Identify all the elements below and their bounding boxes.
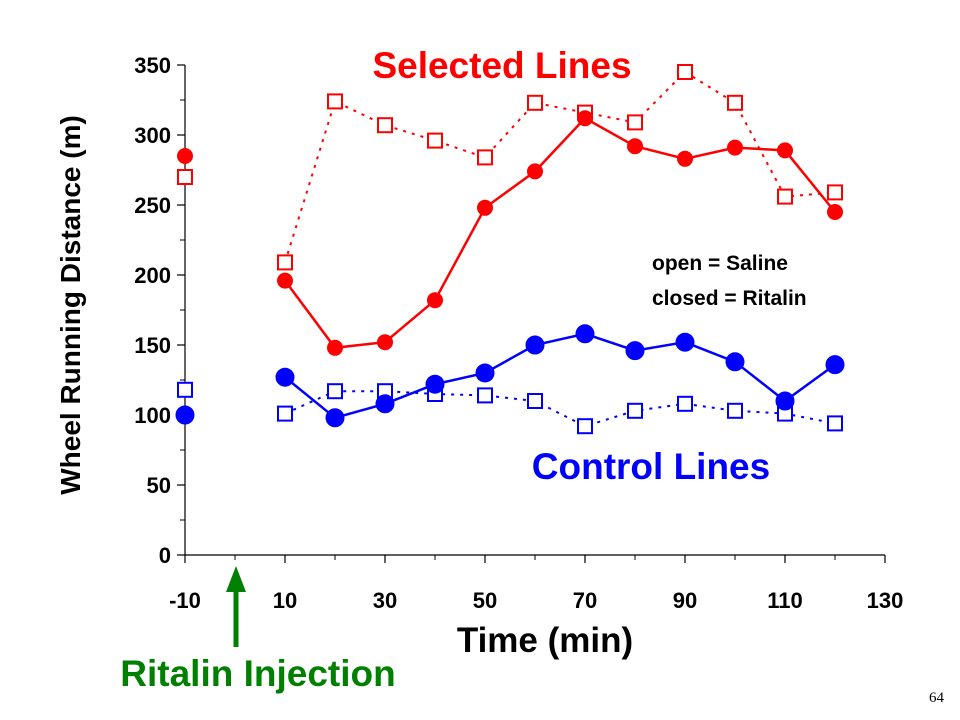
axes: 0 50 100 150 200 250 300 350 -10 10 30 50 70 90 110 130 bbox=[134, 53, 903, 613]
data-point bbox=[775, 391, 795, 411]
y-tick-label: 350 bbox=[134, 53, 171, 78]
data-point bbox=[477, 149, 493, 166]
data-point bbox=[427, 292, 443, 309]
data-point bbox=[527, 393, 543, 409]
data-point bbox=[527, 94, 543, 111]
data-point bbox=[827, 184, 843, 201]
legend-saline: open = Saline bbox=[652, 252, 788, 275]
selected-lines-label: Selected Lines bbox=[372, 45, 631, 86]
data-point bbox=[525, 335, 545, 355]
legend-ritalin: closed = Ritalin bbox=[652, 287, 807, 310]
data-point bbox=[627, 138, 643, 155]
data-point bbox=[425, 374, 445, 394]
data-point bbox=[177, 169, 193, 185]
data-point bbox=[375, 394, 395, 414]
data-point bbox=[177, 381, 193, 398]
data-point bbox=[477, 387, 493, 404]
data-point bbox=[475, 363, 495, 383]
series-control-ritalin bbox=[175, 324, 845, 428]
x-tick-label: 10 bbox=[273, 588, 297, 613]
data-point bbox=[777, 188, 793, 205]
data-point bbox=[377, 334, 393, 351]
data-point bbox=[277, 272, 293, 289]
x-tick-label: 130 bbox=[867, 588, 904, 613]
data-point bbox=[327, 339, 343, 356]
series-control-saline bbox=[177, 381, 843, 435]
data-point bbox=[427, 132, 443, 149]
x-tick-label: 110 bbox=[767, 588, 803, 613]
data-point bbox=[325, 408, 345, 428]
injection-marker: Ritalin Injection bbox=[120, 566, 396, 694]
page-number: 64 bbox=[929, 690, 945, 706]
series-line bbox=[284, 332, 836, 420]
x-tick-label: 90 bbox=[673, 588, 697, 613]
data-point bbox=[575, 324, 595, 344]
data-point bbox=[177, 148, 193, 164]
data-point bbox=[677, 150, 693, 167]
data-point bbox=[677, 64, 693, 80]
data-point bbox=[827, 415, 843, 432]
data-point bbox=[477, 199, 493, 216]
data-point bbox=[625, 341, 645, 361]
data-point bbox=[677, 395, 693, 412]
injection-label: Ritalin Injection bbox=[120, 653, 395, 694]
series-line bbox=[284, 70, 836, 263]
series-selected-ritalin bbox=[177, 110, 843, 356]
y-tick-label: 150 bbox=[134, 333, 171, 358]
x-tick-label: 30 bbox=[373, 588, 397, 613]
x-tick-label: -10 bbox=[169, 588, 201, 613]
y-tick-label: 250 bbox=[134, 193, 171, 218]
data-point bbox=[327, 93, 343, 110]
data-point bbox=[277, 254, 293, 271]
data-point bbox=[627, 402, 643, 419]
data-point bbox=[825, 355, 845, 375]
x-axis-title: Time (min) bbox=[457, 621, 633, 660]
data-point bbox=[727, 402, 743, 419]
x-tick-label: 70 bbox=[573, 588, 597, 613]
y-tick-label: 0 bbox=[159, 543, 171, 568]
data-point bbox=[277, 405, 293, 422]
data-point bbox=[577, 418, 593, 435]
data-point bbox=[175, 405, 195, 425]
y-axis-title: Wheel Running Distance (m) bbox=[55, 115, 86, 495]
injection-arrow-head bbox=[226, 566, 246, 592]
series-selected-saline bbox=[177, 64, 843, 271]
y-tick-label: 200 bbox=[134, 263, 171, 288]
data-point bbox=[527, 163, 543, 180]
data-point bbox=[275, 367, 295, 387]
data-point bbox=[827, 204, 843, 220]
data-point bbox=[725, 352, 745, 372]
data-point bbox=[727, 94, 743, 111]
data-point bbox=[377, 117, 393, 134]
series-line bbox=[283, 116, 836, 350]
data-point bbox=[777, 142, 793, 159]
control-lines-label: Control Lines bbox=[532, 446, 770, 487]
y-tick-label: 300 bbox=[134, 123, 171, 148]
data-point bbox=[327, 383, 343, 400]
data-point bbox=[627, 114, 643, 131]
y-tick-label: 50 bbox=[147, 473, 171, 498]
data-point bbox=[577, 110, 593, 127]
data-point bbox=[727, 139, 743, 156]
series-layer bbox=[175, 64, 845, 435]
data-point bbox=[675, 332, 695, 352]
y-tick-label: 100 bbox=[134, 403, 171, 428]
x-tick-label: 50 bbox=[473, 588, 497, 613]
